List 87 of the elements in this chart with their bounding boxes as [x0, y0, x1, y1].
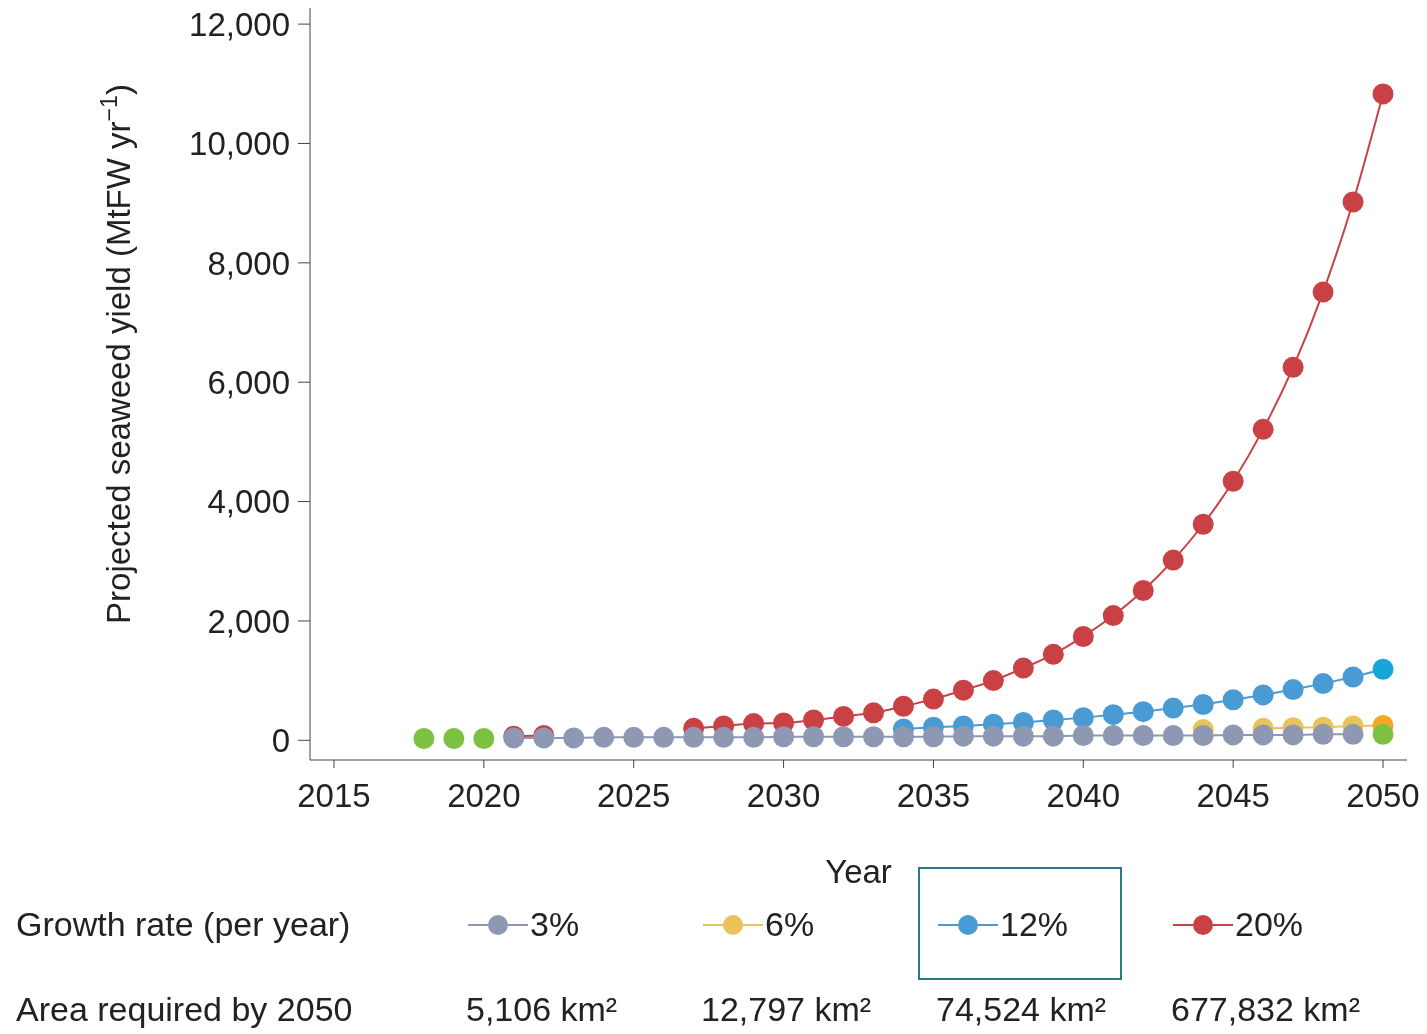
- point: [952, 679, 974, 701]
- x-tick-label: 2020: [447, 777, 521, 815]
- y-tick-label: 12,000: [189, 5, 290, 43]
- x-tick-label: 2030: [746, 777, 821, 815]
- point: [593, 726, 615, 748]
- point: [1222, 470, 1244, 492]
- point: [1102, 725, 1124, 747]
- point: [952, 725, 974, 747]
- point: [1312, 723, 1334, 745]
- text: 12,797 km²: [701, 990, 872, 1028]
- point: [1042, 643, 1064, 665]
- point: [1282, 724, 1304, 746]
- y-tick-label: 0: [271, 722, 290, 760]
- point: [1222, 689, 1244, 711]
- point: [1162, 549, 1184, 571]
- point: [1102, 605, 1124, 627]
- text: 677,832 km²: [1171, 990, 1360, 1028]
- point: [862, 726, 884, 748]
- point: [1072, 725, 1094, 747]
- point: [683, 726, 705, 748]
- point: [1342, 723, 1364, 745]
- point: [803, 726, 825, 748]
- point: [1252, 684, 1274, 706]
- x-tick-label: 2040: [1046, 777, 1121, 815]
- point: [1132, 580, 1154, 601]
- y-tick-label: 2,000: [207, 602, 290, 640]
- point: [1042, 725, 1064, 747]
- text: Area required by 2050: [16, 990, 353, 1028]
- point: [1162, 725, 1184, 747]
- point: [1012, 657, 1034, 679]
- point: [1372, 723, 1394, 745]
- legend-label: 6%: [765, 905, 815, 944]
- point: [1072, 707, 1094, 729]
- point: [713, 726, 735, 748]
- point: [1072, 625, 1094, 647]
- point: [1252, 418, 1274, 440]
- point: [1342, 191, 1364, 213]
- point: [1192, 694, 1214, 715]
- text: 74,524 km²: [936, 990, 1107, 1028]
- x-tick-label: 2035: [896, 777, 971, 815]
- point: [563, 727, 585, 749]
- point: [1132, 725, 1154, 747]
- point: [1012, 725, 1034, 747]
- point: [982, 670, 1004, 692]
- x-tick-label: 2050: [1346, 777, 1420, 815]
- x-tick-label: 2025: [596, 777, 671, 815]
- point: [1252, 724, 1274, 746]
- point: [833, 705, 855, 727]
- point: [1132, 701, 1154, 723]
- point: [1102, 704, 1124, 726]
- y-tick-label: 6,000: [207, 363, 290, 401]
- point: [862, 702, 884, 724]
- point: [1312, 673, 1334, 695]
- point: [1162, 697, 1184, 719]
- point: [892, 726, 914, 748]
- point: [892, 695, 914, 717]
- point: [443, 728, 465, 750]
- point: [833, 726, 855, 748]
- point: [1342, 666, 1364, 688]
- point: [1192, 725, 1214, 747]
- point: [623, 726, 645, 748]
- y-tick-label: 8,000: [207, 244, 290, 282]
- y-tick-label: 4,000: [207, 483, 290, 521]
- x-axis-title: Year: [825, 853, 892, 890]
- legend-title: Growth rate (per year): [16, 905, 351, 944]
- point: [1282, 679, 1304, 701]
- point: [1372, 658, 1394, 680]
- point: [1192, 513, 1214, 535]
- point: [982, 725, 1004, 747]
- point: [653, 726, 675, 748]
- point: [773, 726, 795, 748]
- point: [1222, 724, 1244, 746]
- text: 5,106 km²: [466, 990, 618, 1028]
- x-tick-label: 2045: [1196, 777, 1270, 815]
- legend-label: 12%: [1000, 905, 1069, 944]
- legend-label: 20%: [1235, 905, 1304, 944]
- point: [413, 728, 435, 750]
- point: [1312, 281, 1334, 303]
- point: [1282, 356, 1304, 378]
- point: [743, 726, 765, 748]
- point: [473, 728, 495, 750]
- point: [922, 688, 944, 710]
- point: [1372, 83, 1394, 105]
- x-tick-label: 2015: [297, 777, 371, 815]
- legend-label: 3%: [530, 905, 580, 944]
- y-tick-label: 10,000: [189, 125, 290, 163]
- point: [922, 726, 944, 748]
